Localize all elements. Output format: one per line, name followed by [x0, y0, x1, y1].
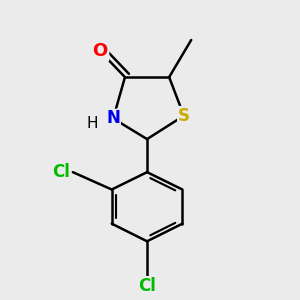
Text: S: S [178, 107, 190, 125]
Text: O: O [92, 42, 108, 60]
Text: H: H [87, 116, 98, 131]
Text: N: N [106, 110, 120, 128]
Text: Cl: Cl [52, 163, 70, 181]
Text: methyl: methyl [194, 33, 224, 42]
Text: Cl: Cl [138, 277, 156, 295]
